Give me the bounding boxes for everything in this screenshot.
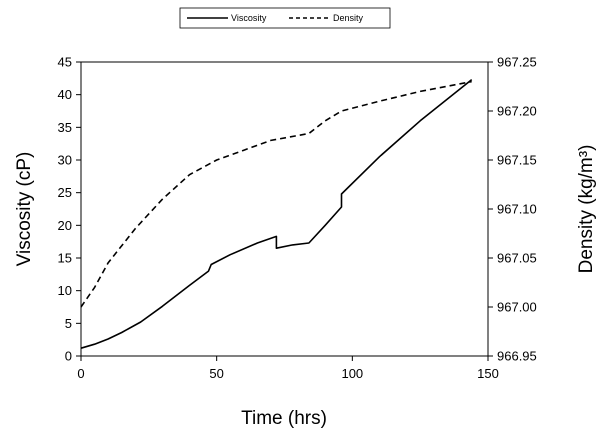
- left-axis-title: Viscosity (cP): [14, 152, 35, 267]
- left-tick-label: 45: [58, 55, 72, 70]
- x-tick-label: 150: [477, 366, 499, 381]
- legend-box: [179, 7, 391, 29]
- x-tick-label: 100: [341, 366, 363, 381]
- left-tick-label: 40: [58, 87, 72, 102]
- series-layer: [80, 78, 473, 349]
- right-tick-label: 967.10: [497, 202, 537, 217]
- right-axis-title: Density (kg/m³): [576, 145, 597, 274]
- legend-label-viscosity: Viscosity: [231, 13, 267, 23]
- right-tick-label: 966.95: [497, 349, 537, 364]
- left-tick-label: 25: [58, 185, 72, 200]
- legend: Viscosity Density: [179, 7, 391, 29]
- right-tick-label: 967.00: [497, 300, 537, 315]
- right-tick-label: 967.20: [497, 104, 537, 119]
- left-tick-label: 5: [65, 316, 72, 331]
- series-line-density: [80, 80, 472, 308]
- x-axis-title: Time (hrs): [241, 408, 327, 429]
- series-line-viscosity: [80, 78, 473, 349]
- x-tick-label: 0: [77, 366, 84, 381]
- left-tick-label: 20: [58, 218, 72, 233]
- right-tick-label: 967.15: [497, 153, 537, 168]
- left-tick-label: 10: [58, 283, 72, 298]
- right-axis: 966.95 967.00 967.05 967.10 967.15 967.20 967.…: [488, 55, 537, 364]
- left-tick-label: 35: [58, 120, 72, 135]
- x-axis: 0 50 100 150: [77, 356, 499, 381]
- left-tick-label: 30: [58, 153, 72, 168]
- plot-area: [80, 61, 489, 357]
- right-tick-label: 967.25: [497, 55, 537, 70]
- legend-label-density: Density: [333, 13, 364, 23]
- right-tick-label: 967.05: [497, 251, 537, 266]
- left-tick-label: 15: [58, 251, 72, 266]
- left-axis: 0 5 10 15 20 25 30 35 40 45: [58, 55, 81, 364]
- left-tick-label: 0: [65, 349, 72, 364]
- x-tick-label: 50: [209, 366, 223, 381]
